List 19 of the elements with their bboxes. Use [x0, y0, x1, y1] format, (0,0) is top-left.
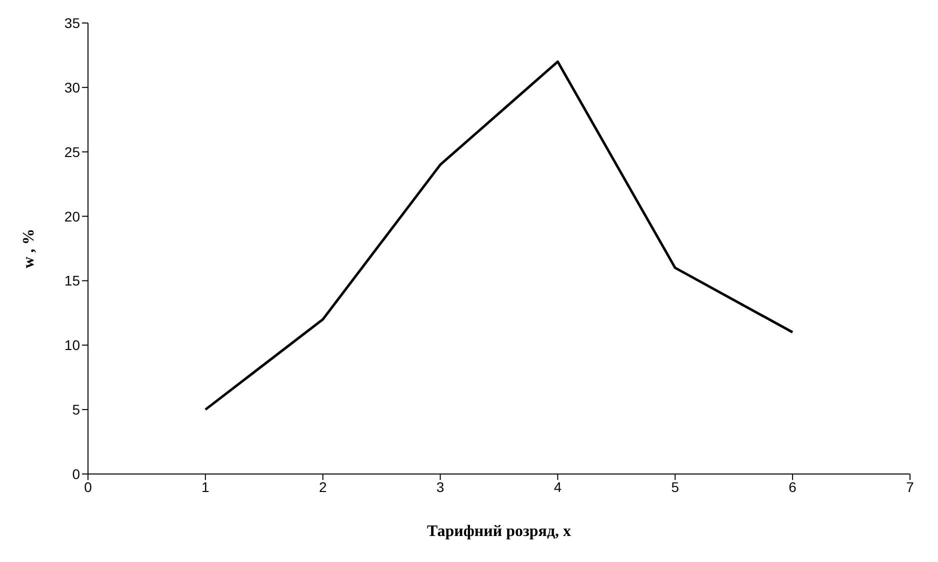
- y-axis-title: w , %: [20, 228, 38, 268]
- y-tick-label: 10: [64, 337, 80, 354]
- y-tick-label: 30: [64, 79, 80, 96]
- y-tick-label: 20: [64, 208, 80, 224]
- y-tick-label: 0: [72, 466, 80, 482]
- y-tick-label: 15: [64, 272, 80, 289]
- x-tick-label: 4: [554, 478, 562, 495]
- x-tick-label: 1: [202, 478, 210, 495]
- x-tick-label: 3: [436, 478, 444, 495]
- x-tick-label: 7: [906, 478, 914, 495]
- line-series: [204, 60, 794, 411]
- y-tick-label: 25: [64, 144, 80, 160]
- y-tick-label: 5: [72, 402, 80, 418]
- x-axis-title: Тарифний розряд, x: [426, 523, 572, 540]
- x-tick-label: 6: [788, 478, 797, 495]
- x-tick-label: 2: [318, 478, 327, 495]
- y-tick-label: 35: [64, 14, 80, 31]
- x-tick-label: 0: [84, 478, 92, 495]
- x-tick-label: 5: [671, 478, 680, 495]
